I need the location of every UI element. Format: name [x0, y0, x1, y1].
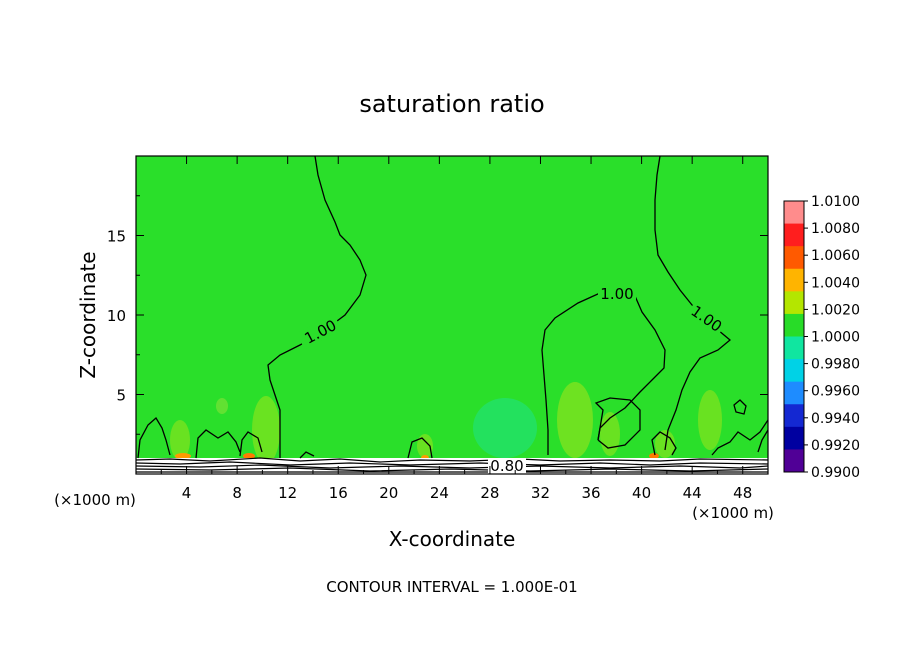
colorbar-label: 0.9940 — [811, 411, 860, 427]
contour-label: 0.80 — [490, 457, 523, 475]
x-tick-label: 32 — [531, 484, 550, 502]
y-tick-label: 10 — [107, 307, 126, 325]
contour-lines — [137, 155, 769, 459]
y-tick-label: 5 — [116, 387, 126, 405]
colorbar-label: 1.0080 — [811, 221, 860, 237]
colorbar-swatch — [784, 223, 804, 247]
colorbar-swatch — [784, 404, 804, 428]
colorbar-label: 1.0100 — [811, 194, 860, 210]
colorbar-swatch — [784, 381, 804, 405]
chart-title: saturation ratio — [359, 90, 544, 118]
colorbar-swatch — [784, 201, 804, 225]
surface-hotspots — [175, 453, 659, 461]
colorbar-label: 1.0040 — [811, 275, 860, 291]
colorbar: 1.0100 1.0080 1.0060 1.0040 1.0020 1.0000 0.99… — [783, 194, 860, 481]
colorbar-swatch — [784, 426, 804, 450]
x-tick-label: 4 — [182, 484, 192, 502]
colorbar-swatch — [784, 246, 804, 270]
y-tick-label: 15 — [107, 228, 126, 246]
y-axis-label: Z-coordinate — [76, 251, 100, 378]
colorbar-swatch — [784, 359, 804, 383]
x-tick-label: 44 — [683, 484, 702, 502]
plot-area — [136, 156, 768, 474]
x-axis-label: X-coordinate — [389, 527, 516, 551]
colorbar-label: 0.9920 — [811, 438, 860, 454]
colorbar-label: 1.0020 — [811, 302, 860, 318]
x-axis: 4 8 12 16 20 24 28 32 36 40 44 48 — [160, 156, 752, 502]
surface-layer — [136, 458, 768, 474]
contour-interval-note: CONTOUR INTERVAL = 1.000E-01 — [326, 578, 577, 596]
field-shading — [170, 382, 722, 464]
colorbar-swatch — [784, 313, 804, 337]
x-unit-left: (×1000 m) — [54, 491, 136, 509]
colorbar-label: 0.9960 — [811, 384, 860, 400]
x-tick-label: 20 — [379, 484, 398, 502]
y-axis: 5 10 15 — [107, 195, 768, 435]
colorbar-label: 1.0060 — [811, 248, 860, 264]
x-tick-label: 24 — [430, 484, 449, 502]
x-tick-label: 36 — [581, 484, 600, 502]
x-tick-label: 8 — [232, 484, 242, 502]
colorbar-label: 0.9900 — [811, 465, 860, 481]
colorbar-swatch — [784, 449, 804, 473]
x-tick-label: 28 — [480, 484, 499, 502]
colorbar-swatch — [784, 268, 804, 292]
colorbar-label: 0.9980 — [811, 357, 860, 373]
x-unit-right: (×1000 m) — [692, 504, 774, 522]
colorbar-label: 1.0000 — [811, 330, 860, 346]
x-tick-label: 16 — [329, 484, 348, 502]
colorbar-swatch — [784, 336, 804, 360]
x-tick-label: 40 — [632, 484, 651, 502]
contour-label: 1.00 — [600, 285, 633, 303]
x-tick-label: 12 — [278, 484, 297, 502]
x-tick-label: 48 — [733, 484, 752, 502]
colorbar-swatch — [784, 291, 804, 315]
